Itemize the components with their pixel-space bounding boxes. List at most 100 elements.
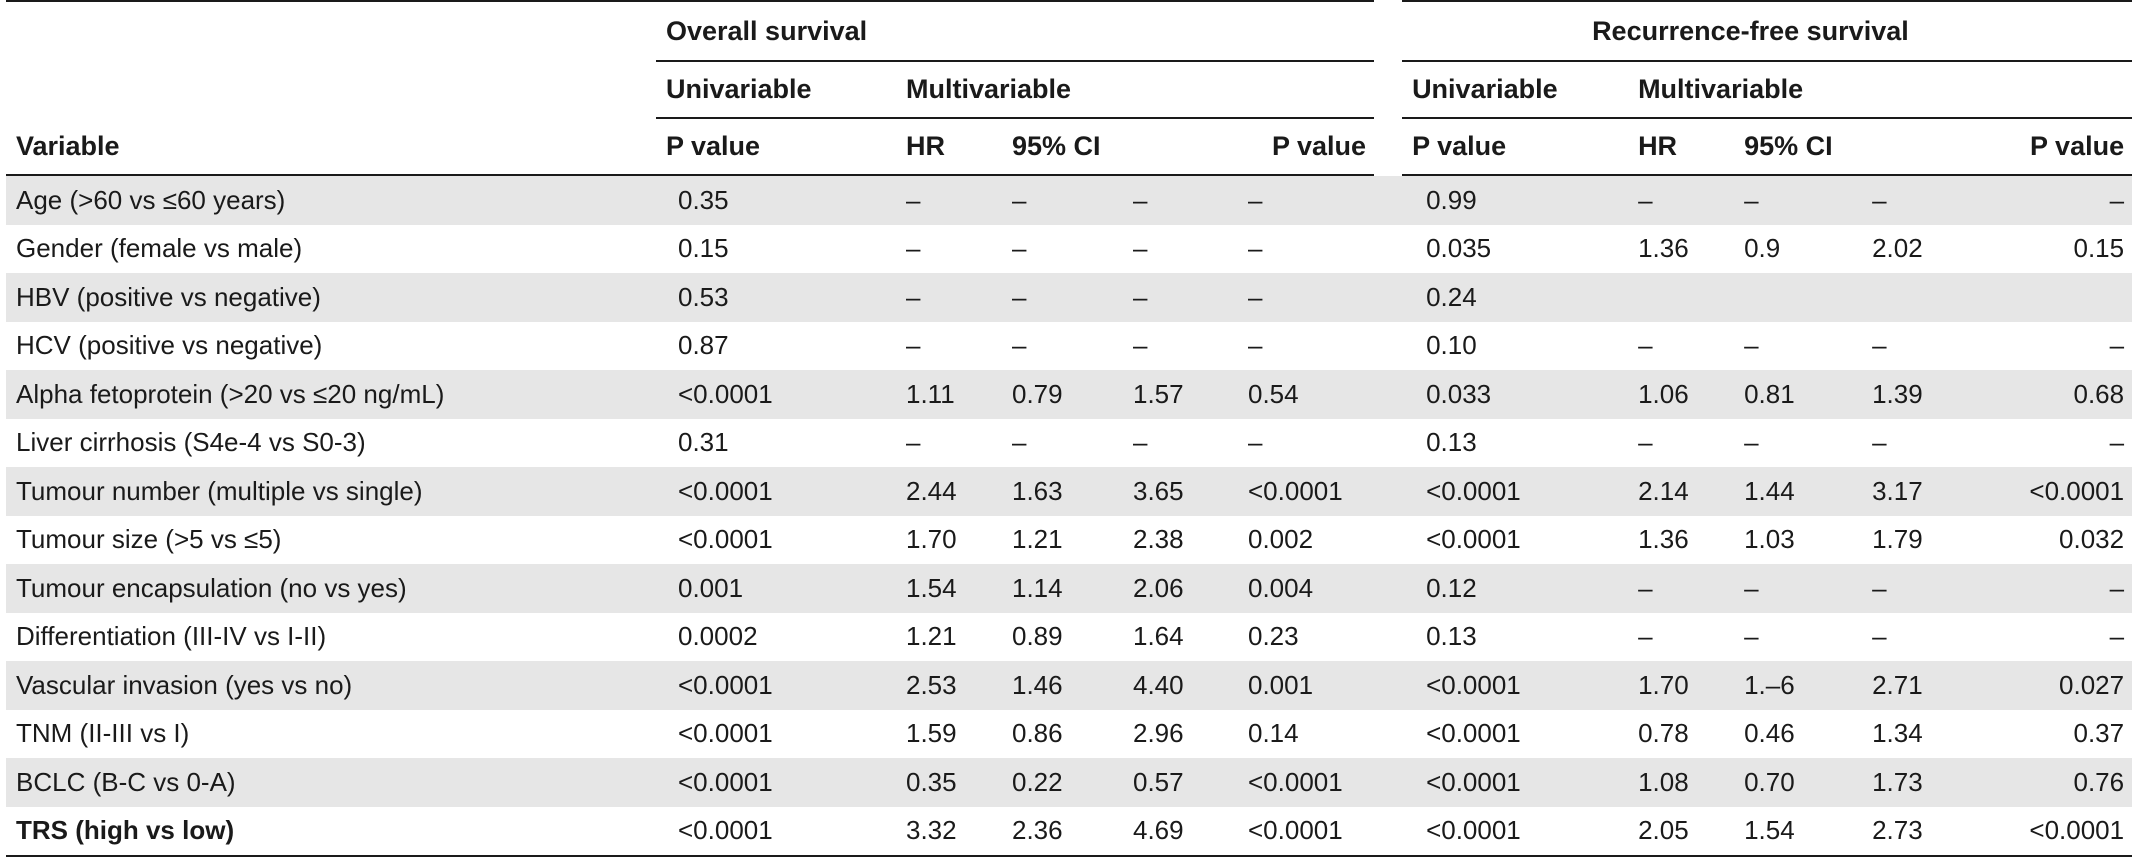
cell-os-hr: 1.59 [906,718,957,749]
table-row: Liver cirrhosis (S4e-4 vs S0-3) 0.31 – – – – 0… [6,419,2132,468]
cell-os-ci-upper: 0.57 [1123,758,1226,807]
header-os-multivariable: Multivariable [896,61,1389,119]
cell-rfs-hr: 1.06 [1628,370,1735,419]
cell-os-univariable-p: <0.0001 [678,524,773,555]
cell-variable: TRS (high vs low) [6,806,656,857]
cell-os-univariable-p: <0.0001 [656,467,896,516]
header-row-analysis: Univariable Multivariable Univariable Mu… [6,61,2133,119]
cell-variable: Tumour encapsulation (no vs yes) [6,564,656,613]
header-rfs-multi-p-value: P value [1978,118,2133,176]
cell-os-hr: 0.35 [896,758,1002,807]
cell-rfs-ci-lower: 1.44 [1734,467,1863,516]
cell-os-hr: – [906,330,921,361]
cell-rfs-univariable-p: <0.0001 [1426,524,1521,555]
cell-rfs-ci-upper: 2.71 [1862,661,1979,710]
cell-os-ci-upper: – [1133,330,1148,361]
table-row: Tumour number (multiple vs single) <0.000… [6,467,2133,516]
header-row-columns: Variable P value HR 95% CI P value P val… [6,118,2133,176]
cell-os-univariable-p: 0.31 [678,427,729,458]
table-header: Overall survival Recurrence-free surviva… [6,1,2133,176]
table-row: HCV (positive vs negative) 0.87 – – – – 0.10 – –… [6,322,2132,371]
header-os-ci: 95% CI [1002,118,1226,176]
cell-rfs-ci-upper [1862,273,1979,322]
cell-os-ci-lower: 1.21 [1012,524,1063,555]
cell-rfs-ci-upper: – [1872,427,1887,458]
cell-rfs-multivariable-p: – [2109,427,2125,458]
cell-os-multivariable-p: – [1248,427,1263,458]
cell-os-multivariable-p: <0.0001 [1226,758,1389,807]
cell-os-multivariable-p: 0.002 [1248,524,1314,555]
cell-os-hr: – [906,427,921,458]
cell-os-univariable-p: <0.0001 [656,806,896,857]
cell-os-hr: – [896,175,1002,225]
cell-rfs-ci-upper: 1.79 [1872,524,1923,555]
cell-rfs-multivariable-p: 0.027 [1978,661,2133,710]
cell-os-ci-upper: 3.65 [1123,467,1226,516]
cell-rfs-multivariable-p: 0.76 [1978,758,2133,807]
cell-rfs-ci-lower: – [1734,564,1863,613]
table-row: BCLC (B-C vs 0-A) <0.0001 0.35 0.22 0.57 <0.0… [6,758,2133,807]
cell-rfs-ci-upper: – [1862,175,1979,225]
header-rfs-ci: 95% CI [1734,118,1979,176]
cell-os-multivariable-p: – [1226,175,1389,225]
cell-os-hr: 1.70 [906,524,957,555]
cell-os-multivariable-p: 0.14 [1248,718,1299,749]
cell-rfs-hr: – [1638,427,1653,458]
cell-os-multivariable-p: 0.001 [1226,661,1389,710]
cell-os-univariable-p: 0.0002 [678,621,758,652]
cell-os-ci-lower: – [1002,273,1123,322]
cell-rfs-ci-lower: – [1744,330,1759,361]
cell-os-univariable-p: <0.0001 [656,758,896,807]
cell-os-ci-upper: 2.96 [1133,718,1184,749]
cell-rfs-hr: 2.14 [1628,467,1735,516]
header-rfs-uni-p-value: P value [1374,118,1629,176]
header-rfs-multivariable: Multivariable [1628,61,2133,119]
header-overall-survival: Overall survival [656,1,1389,62]
cell-os-ci-lower: 1.46 [1002,661,1123,710]
cell-rfs-ci-upper: – [1872,621,1887,652]
cell-os-multivariable-p: 0.23 [1248,621,1299,652]
cell-os-multivariable-p: – [1226,273,1389,322]
cell-rfs-univariable-p: <0.0001 [1388,661,1629,710]
cell-rfs-hr: – [1638,621,1653,652]
cell-rfs-ci-lower: – [1744,427,1759,458]
cell-os-univariable-p: <0.0001 [656,661,896,710]
cell-rfs-multivariable-p [1978,273,2133,322]
cell-os-ci-upper: 2.06 [1123,564,1226,613]
cell-rfs-univariable-p: 0.24 [1388,273,1629,322]
cell-os-hr: 2.53 [896,661,1002,710]
cell-rfs-multivariable-p: 0.15 [2073,233,2125,264]
cell-os-multivariable-p: <0.0001 [1226,467,1389,516]
cell-os-univariable-p: 0.87 [678,330,729,361]
cell-os-hr: 1.11 [896,370,1002,419]
cell-rfs-ci-upper: 2.73 [1862,806,1979,857]
cell-rfs-univariable-p: 0.10 [1426,330,1477,361]
cell-variable: Tumour number (multiple vs single) [6,467,656,516]
cell-rfs-univariable-p: 0.13 [1426,621,1477,652]
cell-rfs-hr: 2.05 [1628,806,1735,857]
cell-rfs-univariable-p: 0.035 [1426,233,1492,264]
cell-rfs-hr: 1.36 [1638,233,1689,264]
cell-os-ci-lower: 0.22 [1002,758,1123,807]
cell-rfs-ci-upper: 2.02 [1872,233,1923,264]
cell-os-multivariable-p: – [1248,330,1263,361]
cell-rfs-hr: 1.36 [1638,524,1689,555]
cell-os-ci-lower: 0.86 [1012,718,1063,749]
survival-analysis-table: Overall survival Recurrence-free surviva… [6,0,2133,857]
cell-rfs-hr [1628,273,1735,322]
cell-rfs-univariable-p: 0.13 [1426,427,1477,458]
cell-os-ci-upper: 1.64 [1133,621,1184,652]
table-row: Age (>60 vs ≤60 years) 0.35– – – –0.99– – – – [6,175,2133,225]
cell-os-hr: – [896,273,1002,322]
cell-os-ci-lower: 0.89 [1012,621,1063,652]
table-row: Alpha fetoprotein (>20 vs ≤20 ng/mL) <0.0… [6,370,2133,419]
cell-os-ci-upper: – [1123,175,1226,225]
cell-rfs-ci-upper: 1.34 [1872,718,1923,749]
cell-os-univariable-p: <0.0001 [678,718,773,749]
cell-rfs-ci-lower: 0.46 [1744,718,1795,749]
cell-variable: BCLC (B-C vs 0-A) [6,758,656,807]
cell-rfs-univariable-p: <0.0001 [1426,718,1521,749]
cell-os-hr: – [906,233,921,264]
cell-variable: Differentiation (III-IV vs I-II) [16,621,327,652]
cell-os-ci-lower: – [1012,427,1027,458]
